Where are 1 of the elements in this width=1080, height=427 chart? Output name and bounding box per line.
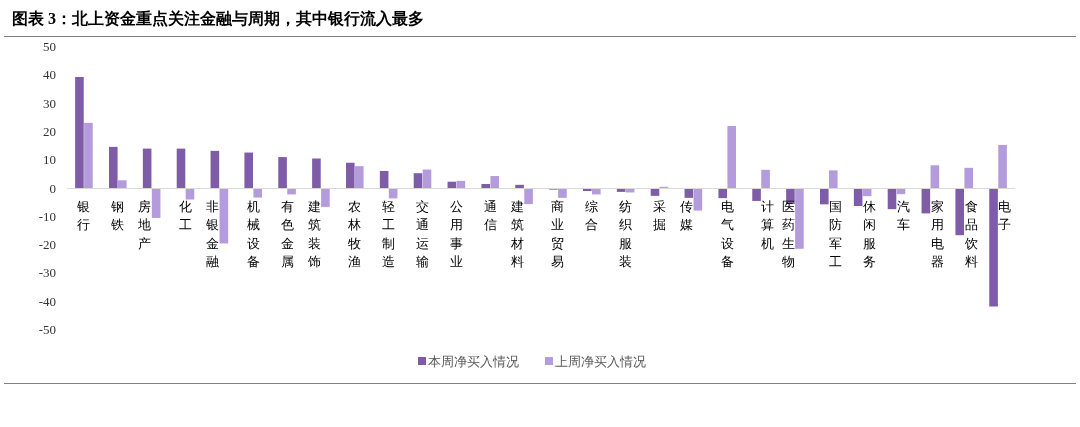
title: 图表 3：北上资金重点关注金融与周期，其中银行流入最多 (12, 10, 424, 27)
